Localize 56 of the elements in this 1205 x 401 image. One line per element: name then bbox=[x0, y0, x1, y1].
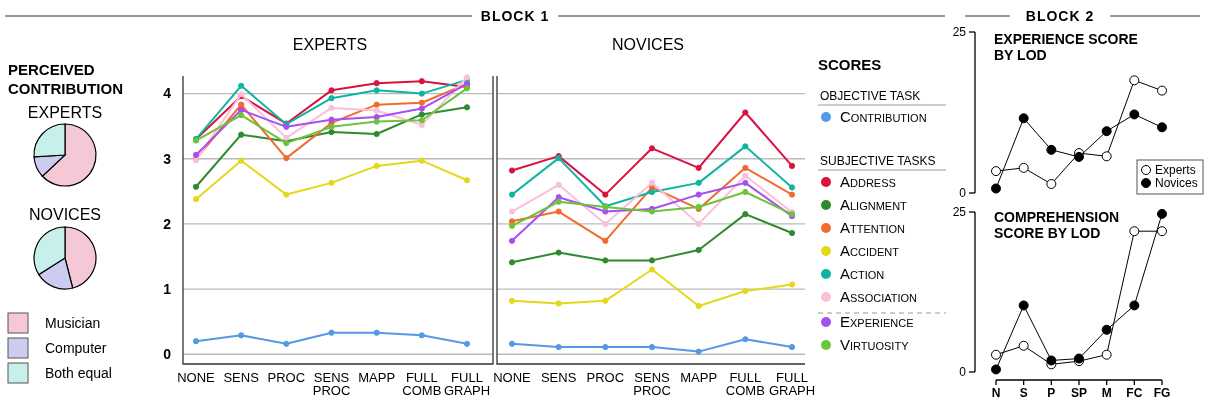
x-tick-label: SENS PROC bbox=[633, 370, 671, 398]
text: EXPERIENCE SCORE BY LOD bbox=[994, 31, 1138, 63]
y-tick-label: 25 bbox=[952, 25, 967, 40]
x-tick-label: NONE bbox=[493, 370, 532, 385]
x-tick-label: FULL COMB bbox=[725, 370, 765, 398]
y-tick-label: 3 bbox=[163, 150, 172, 167]
y-tick-label: 2 bbox=[163, 215, 172, 232]
legend-title: SCORES bbox=[818, 56, 882, 73]
legend-label: Virtuosity bbox=[840, 336, 910, 353]
text: OBJECTIVE TASK bbox=[820, 89, 921, 103]
chart-title: EXPERTS bbox=[292, 36, 368, 53]
legend-label: Novices bbox=[1155, 176, 1198, 190]
x-tick-label: SENS bbox=[540, 370, 577, 385]
x-tick-label: P bbox=[1047, 386, 1056, 400]
chart-title: NOVICES bbox=[28, 206, 102, 223]
legend-label: Action bbox=[840, 265, 885, 282]
x-tick-label: MAPP bbox=[358, 370, 396, 385]
x-tick-label: FULL GRAPH bbox=[443, 370, 491, 398]
legend-label: Association bbox=[840, 288, 918, 305]
x-tick-label: SP bbox=[1070, 386, 1088, 400]
y-tick-label: 0 bbox=[163, 346, 172, 363]
y-tick-label: 4 bbox=[163, 85, 172, 102]
text: PERCEIVED CONTRIBUTION bbox=[8, 61, 123, 97]
chart-title: EXPERTS bbox=[27, 104, 103, 121]
y-tick-label: 0 bbox=[959, 365, 967, 380]
text: SUBJECTIVE TASKS bbox=[820, 154, 936, 168]
x-tick-label: SENS PROC bbox=[312, 370, 351, 398]
x-tick-label: FULL GRAPH bbox=[768, 370, 816, 398]
legend-label: Contribution bbox=[840, 108, 927, 125]
x-tick-label: N bbox=[991, 386, 1001, 400]
legend-label: Attention bbox=[840, 219, 906, 236]
chart-title: NOVICES bbox=[611, 36, 685, 53]
x-tick-label: FULL COMB bbox=[402, 370, 442, 398]
legend-label: Computer bbox=[45, 340, 107, 356]
legend-label: Address bbox=[840, 173, 896, 190]
x-tick-label: NONE bbox=[177, 370, 216, 385]
x-tick-label: FG bbox=[1153, 386, 1171, 400]
chart-title: COMPREHENSION SCORE BY LOD bbox=[994, 209, 1120, 241]
x-tick-label: SENS bbox=[223, 370, 260, 385]
y-tick-label: 0 bbox=[959, 186, 967, 201]
x-tick-label: MAPP bbox=[680, 370, 718, 385]
text: BLOCK 2 bbox=[1025, 8, 1095, 24]
x-tick-label: S bbox=[1019, 386, 1028, 400]
legend-label: Experts bbox=[1155, 163, 1196, 177]
legend-label: Accident bbox=[840, 242, 900, 259]
legend-label: Both equal bbox=[45, 365, 112, 381]
y-tick-label: 1 bbox=[163, 280, 172, 297]
legend-label: Alignment bbox=[840, 196, 908, 213]
y-tick-label: 25 bbox=[952, 205, 967, 220]
x-tick-label: M bbox=[1101, 386, 1112, 400]
legend-label: Musician bbox=[45, 315, 101, 331]
x-tick-label: PROC bbox=[586, 370, 625, 385]
legend-label: Experience bbox=[840, 313, 914, 330]
x-tick-label: FC bbox=[1126, 386, 1143, 400]
x-tick-label: PROC bbox=[267, 370, 306, 385]
text: BLOCK 1 bbox=[480, 8, 550, 24]
